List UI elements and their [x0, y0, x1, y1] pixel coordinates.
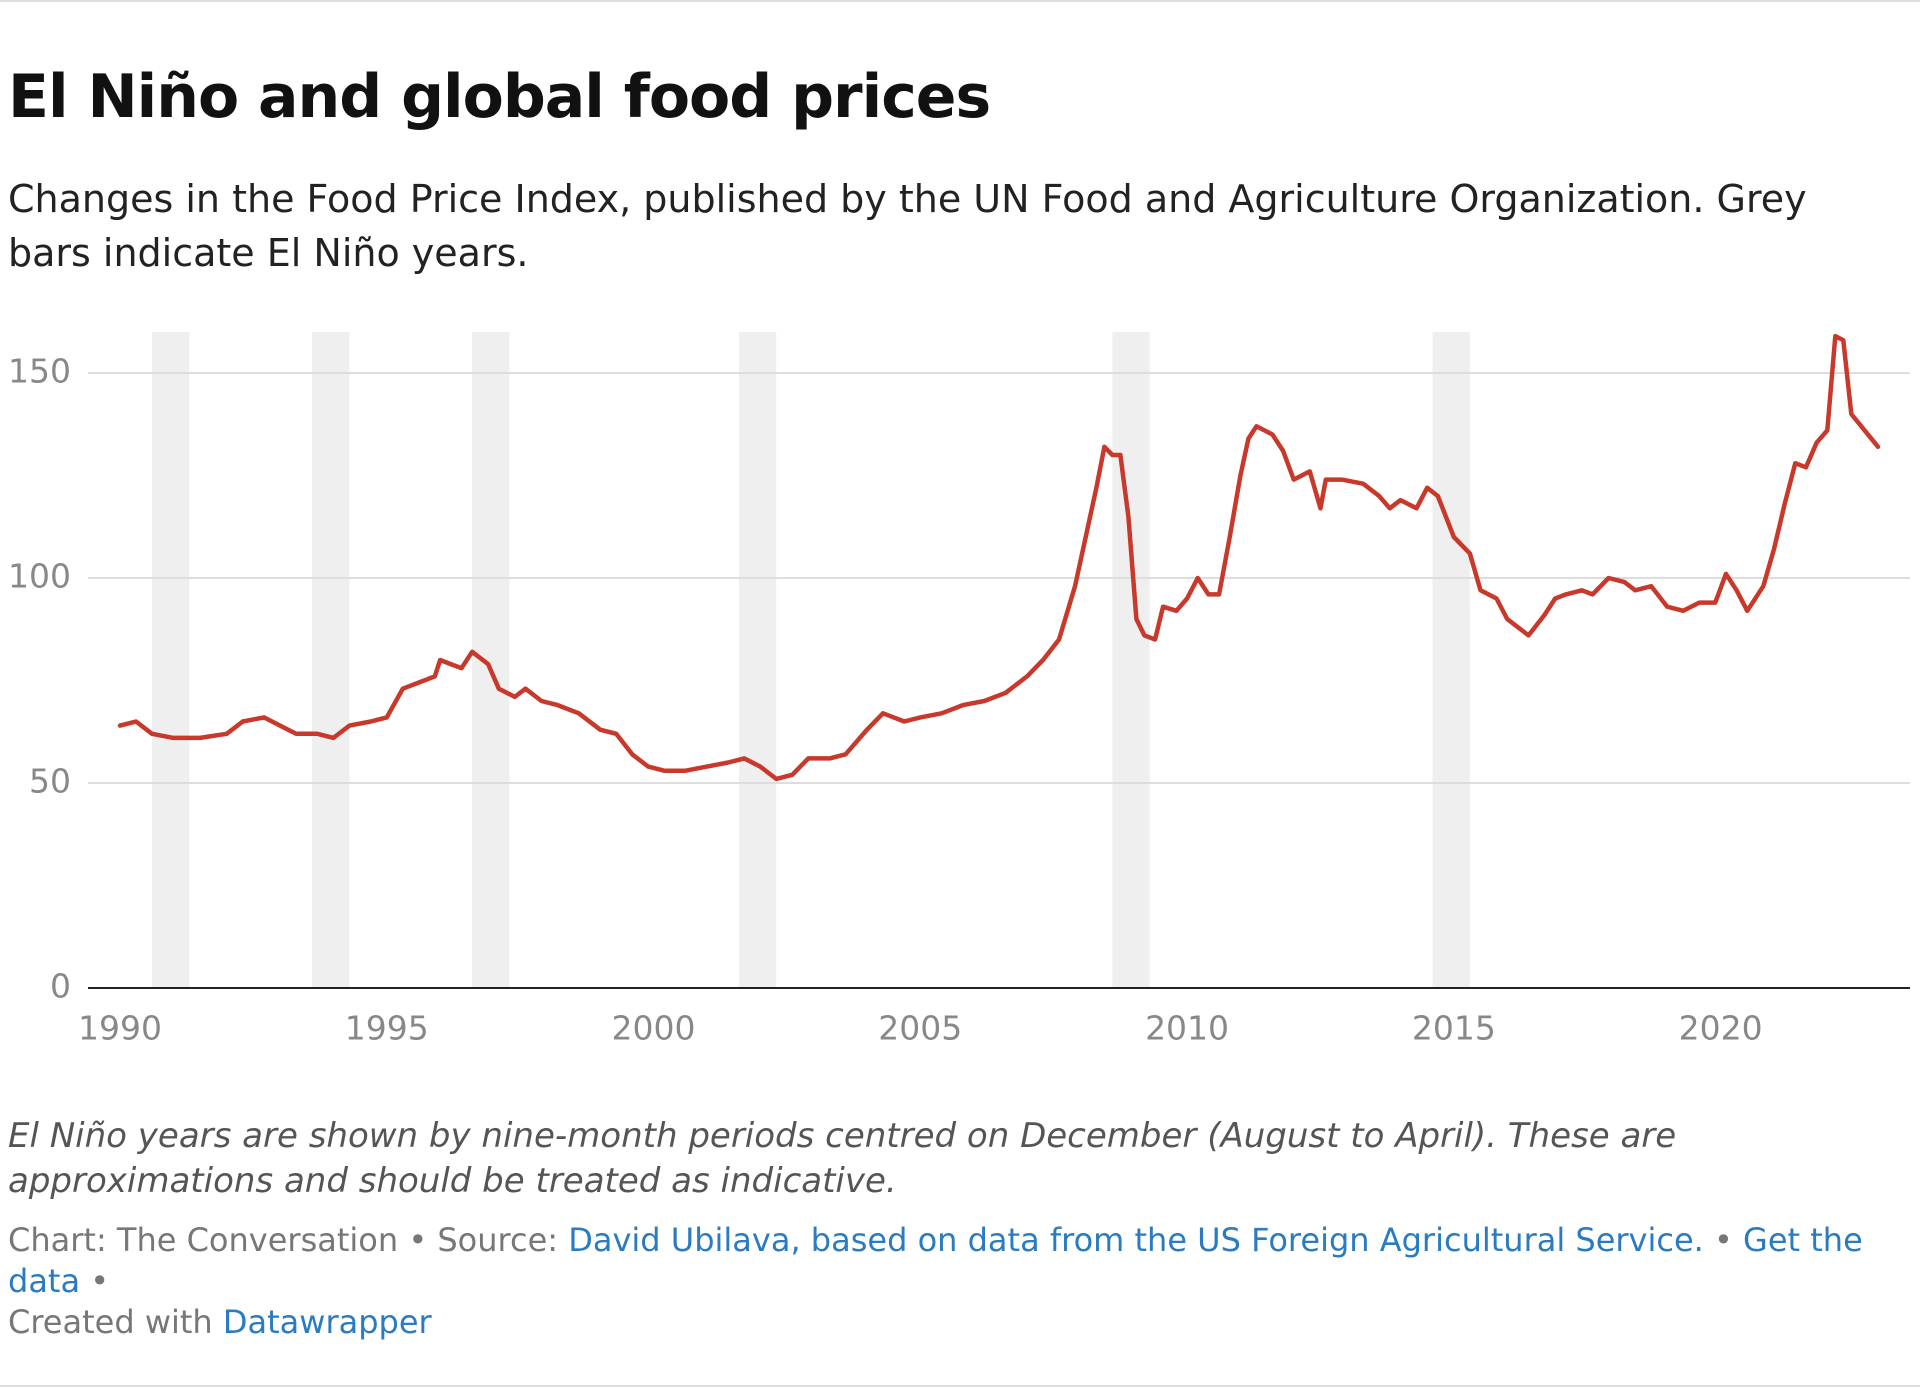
top-rule — [0, 0, 1920, 2]
tool-link[interactable]: Datawrapper — [222, 1303, 432, 1341]
food-price-line — [117, 333, 1881, 782]
separator: • — [90, 1262, 110, 1300]
el-nino-band — [152, 332, 190, 988]
footnote: El Niño years are shown by nine-month pe… — [8, 1116, 1677, 1201]
separator: • — [1714, 1221, 1733, 1259]
separator: • — [408, 1221, 428, 1259]
y-tick-label: 50 — [29, 762, 71, 801]
x-tick-label: 2020 — [1679, 1009, 1763, 1048]
bottom-rule — [0, 1385, 1920, 1387]
el-nino-band — [738, 332, 777, 988]
chart-credit: Chart: The Conversation — [8, 1221, 399, 1259]
chart: 0 50 100 150 1990 1995 2000 2005 2010 2015 2020 — [8, 332, 1910, 1048]
source-label: Source: — [437, 1221, 559, 1259]
x-tick-label: 2010 — [1145, 1009, 1229, 1048]
get-data-link[interactable]: Get the data — [8, 1221, 1863, 1300]
y-tick-label: 0 — [50, 967, 71, 1006]
y-tick-label: 100 — [8, 557, 71, 596]
created-with: Created with — [8, 1303, 213, 1341]
el-nino-band — [1432, 332, 1470, 988]
x-tick-label: 2000 — [612, 1009, 696, 1048]
x-tick-label: 1995 — [345, 1009, 429, 1048]
chart-subtitle: Changes in the Food Price Index, publish… — [8, 177, 1807, 275]
source-link[interactable]: David Ubilava, based on data from the US… — [568, 1221, 1704, 1259]
x-tick-label: 1990 — [78, 1009, 162, 1048]
credits: Chart: The Conversation • Source: David … — [8, 1220, 1908, 1343]
x-tick-label: 2015 — [1412, 1009, 1496, 1048]
el-nino-band — [312, 332, 350, 988]
chart-title: El Niño and global food prices — [8, 62, 991, 132]
el-nino-band — [1112, 332, 1150, 988]
el-nino-band — [472, 332, 510, 988]
y-tick-label: 150 — [8, 352, 71, 391]
x-tick-label: 2005 — [878, 1009, 962, 1048]
